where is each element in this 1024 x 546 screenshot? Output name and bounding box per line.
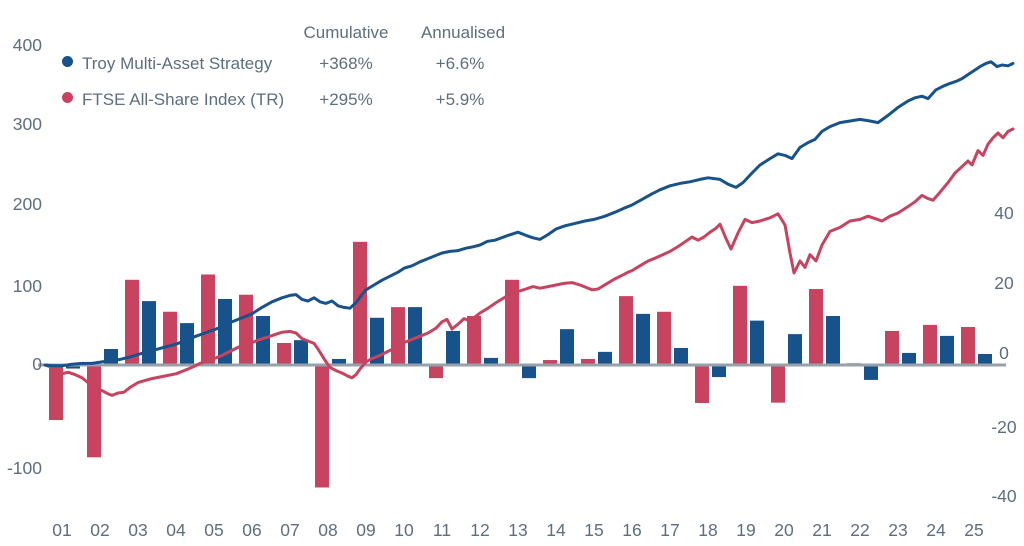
x-axis-year-label: 05	[204, 520, 223, 540]
x-axis-year-label: 21	[812, 520, 831, 540]
x-axis-year-label: 20	[774, 520, 794, 540]
troy-annual-bar	[902, 352, 916, 365]
troy-annual-bar	[484, 357, 498, 365]
legend-col-annualised: Annualised	[420, 23, 506, 42]
ftse-annual-bar	[619, 296, 633, 365]
troy-annual-bar	[256, 316, 270, 365]
x-axis-year-label: 22	[850, 520, 869, 540]
troy-annual-bar	[750, 320, 764, 365]
x-axis-year-label: 17	[660, 520, 679, 540]
ftse-annualised-value: +5.9%	[435, 90, 485, 109]
x-axis-year-label: 10	[394, 520, 414, 540]
troy-annual-bar	[560, 329, 574, 365]
troy-annual-bar	[66, 365, 80, 369]
troy-annual-bar	[636, 313, 650, 365]
troy-annual-bar	[674, 347, 688, 365]
troy-annual-bar	[294, 340, 308, 365]
ftse-series-dot-icon	[62, 92, 73, 103]
x-axis-year-label: 15	[584, 520, 603, 540]
troy-annual-bar	[408, 307, 422, 365]
x-axis-year-label: 18	[698, 520, 717, 540]
left-axis-tick-label: -100	[7, 458, 42, 478]
ftse-annual-bar	[581, 358, 595, 365]
left-axis-tick-label: 200	[13, 194, 42, 214]
x-axis-year-label: 06	[242, 520, 261, 540]
ftse-annual-bar	[277, 342, 291, 365]
left-axis-tick-label: 400	[13, 35, 42, 55]
ftse-annual-bar	[657, 311, 671, 365]
troy-annual-bar	[332, 358, 346, 365]
ftse-annual-bar	[771, 365, 785, 403]
legend-col-cumulative: Cumulative	[303, 23, 389, 42]
ftse-annual-bar	[49, 365, 63, 421]
ftse-annual-bar	[353, 241, 367, 365]
x-axis-year-label: 01	[52, 520, 71, 540]
troy-annual-bar	[370, 317, 384, 365]
ftse-annual-bar	[315, 365, 329, 488]
x-axis-year-label: 03	[128, 520, 147, 540]
troy-annual-bar	[598, 351, 612, 365]
zero-axis-line	[38, 363, 1006, 367]
ftse-cumulative-line	[43, 127, 1015, 397]
ftse-series-label: FTSE All-Share Index (TR)	[82, 90, 285, 109]
ftse-annual-bar	[201, 274, 215, 365]
x-axis-year-label: 16	[622, 520, 641, 540]
x-axis-year-label: 24	[926, 520, 946, 540]
troy-annual-bar	[712, 365, 726, 378]
troy-annualised-value: +6.6%	[435, 54, 485, 73]
ftse-annual-bar	[733, 285, 747, 365]
ftse-annual-bar	[163, 311, 177, 365]
x-axis-year-label: 14	[546, 520, 566, 540]
ftse-annual-bar	[961, 327, 975, 365]
troy-annual-bar	[142, 301, 156, 365]
troy-cumulative-value: +368%	[319, 54, 373, 73]
x-axis-year-label: 08	[318, 520, 337, 540]
x-axis-year-label: 12	[470, 520, 489, 540]
x-axis-year-label: 13	[508, 520, 527, 540]
ftse-annual-bar	[391, 307, 405, 365]
troy-cumulative-line	[43, 60, 1015, 368]
right-axis-tick-label: 20	[994, 273, 1014, 293]
ftse-annual-bar	[543, 360, 557, 365]
ftse-annual-bar	[467, 316, 481, 365]
ftse-annual-bar	[695, 365, 709, 403]
troy-annual-bar	[978, 353, 992, 365]
x-axis-year-label: 19	[736, 520, 755, 540]
troy-annual-bar	[180, 323, 194, 365]
left-axis-tick-label: 100	[13, 276, 42, 296]
left-axis-tick-label: 0	[32, 354, 42, 374]
ftse-annual-bar	[885, 330, 899, 365]
troy-series-dot-icon	[62, 56, 73, 67]
ftse-cumulative-value: +295%	[319, 90, 373, 109]
ftse-annual-bar	[239, 294, 253, 365]
troy-annual-bar	[788, 334, 802, 365]
troy-annual-bar	[940, 335, 954, 365]
troy-annual-bar	[522, 365, 536, 379]
ftse-annual-bar	[429, 365, 443, 379]
right-axis-tick-label: -40	[991, 486, 1017, 506]
x-axis-year-label: 02	[90, 520, 109, 540]
x-axis-year-label: 04	[166, 520, 186, 540]
troy-annual-bar	[218, 298, 232, 365]
troy-series-label: Troy Multi-Asset Strategy	[82, 54, 273, 73]
ftse-annual-bar	[809, 289, 823, 365]
ftse-annual-bar	[87, 365, 101, 458]
ftse-annual-bar	[505, 279, 519, 365]
x-axis-year-label: 25	[964, 520, 983, 540]
ftse-annual-bar	[125, 279, 139, 365]
troy-annual-bar	[446, 330, 460, 365]
left-axis-tick-label: 300	[13, 114, 42, 134]
right-axis-tick-label: -20	[991, 417, 1017, 437]
x-axis-year-label: 11	[433, 520, 451, 540]
troy-annual-bar	[826, 316, 840, 365]
x-axis-year-label: 09	[356, 520, 375, 540]
ftse-annual-bar	[923, 324, 937, 365]
troy-annual-bar	[864, 365, 878, 380]
x-axis-year-label: 07	[280, 520, 299, 540]
right-axis-tick-label: 0	[999, 343, 1009, 363]
x-axis-year-label: 23	[888, 520, 907, 540]
right-axis-tick-label: 40	[994, 203, 1014, 223]
